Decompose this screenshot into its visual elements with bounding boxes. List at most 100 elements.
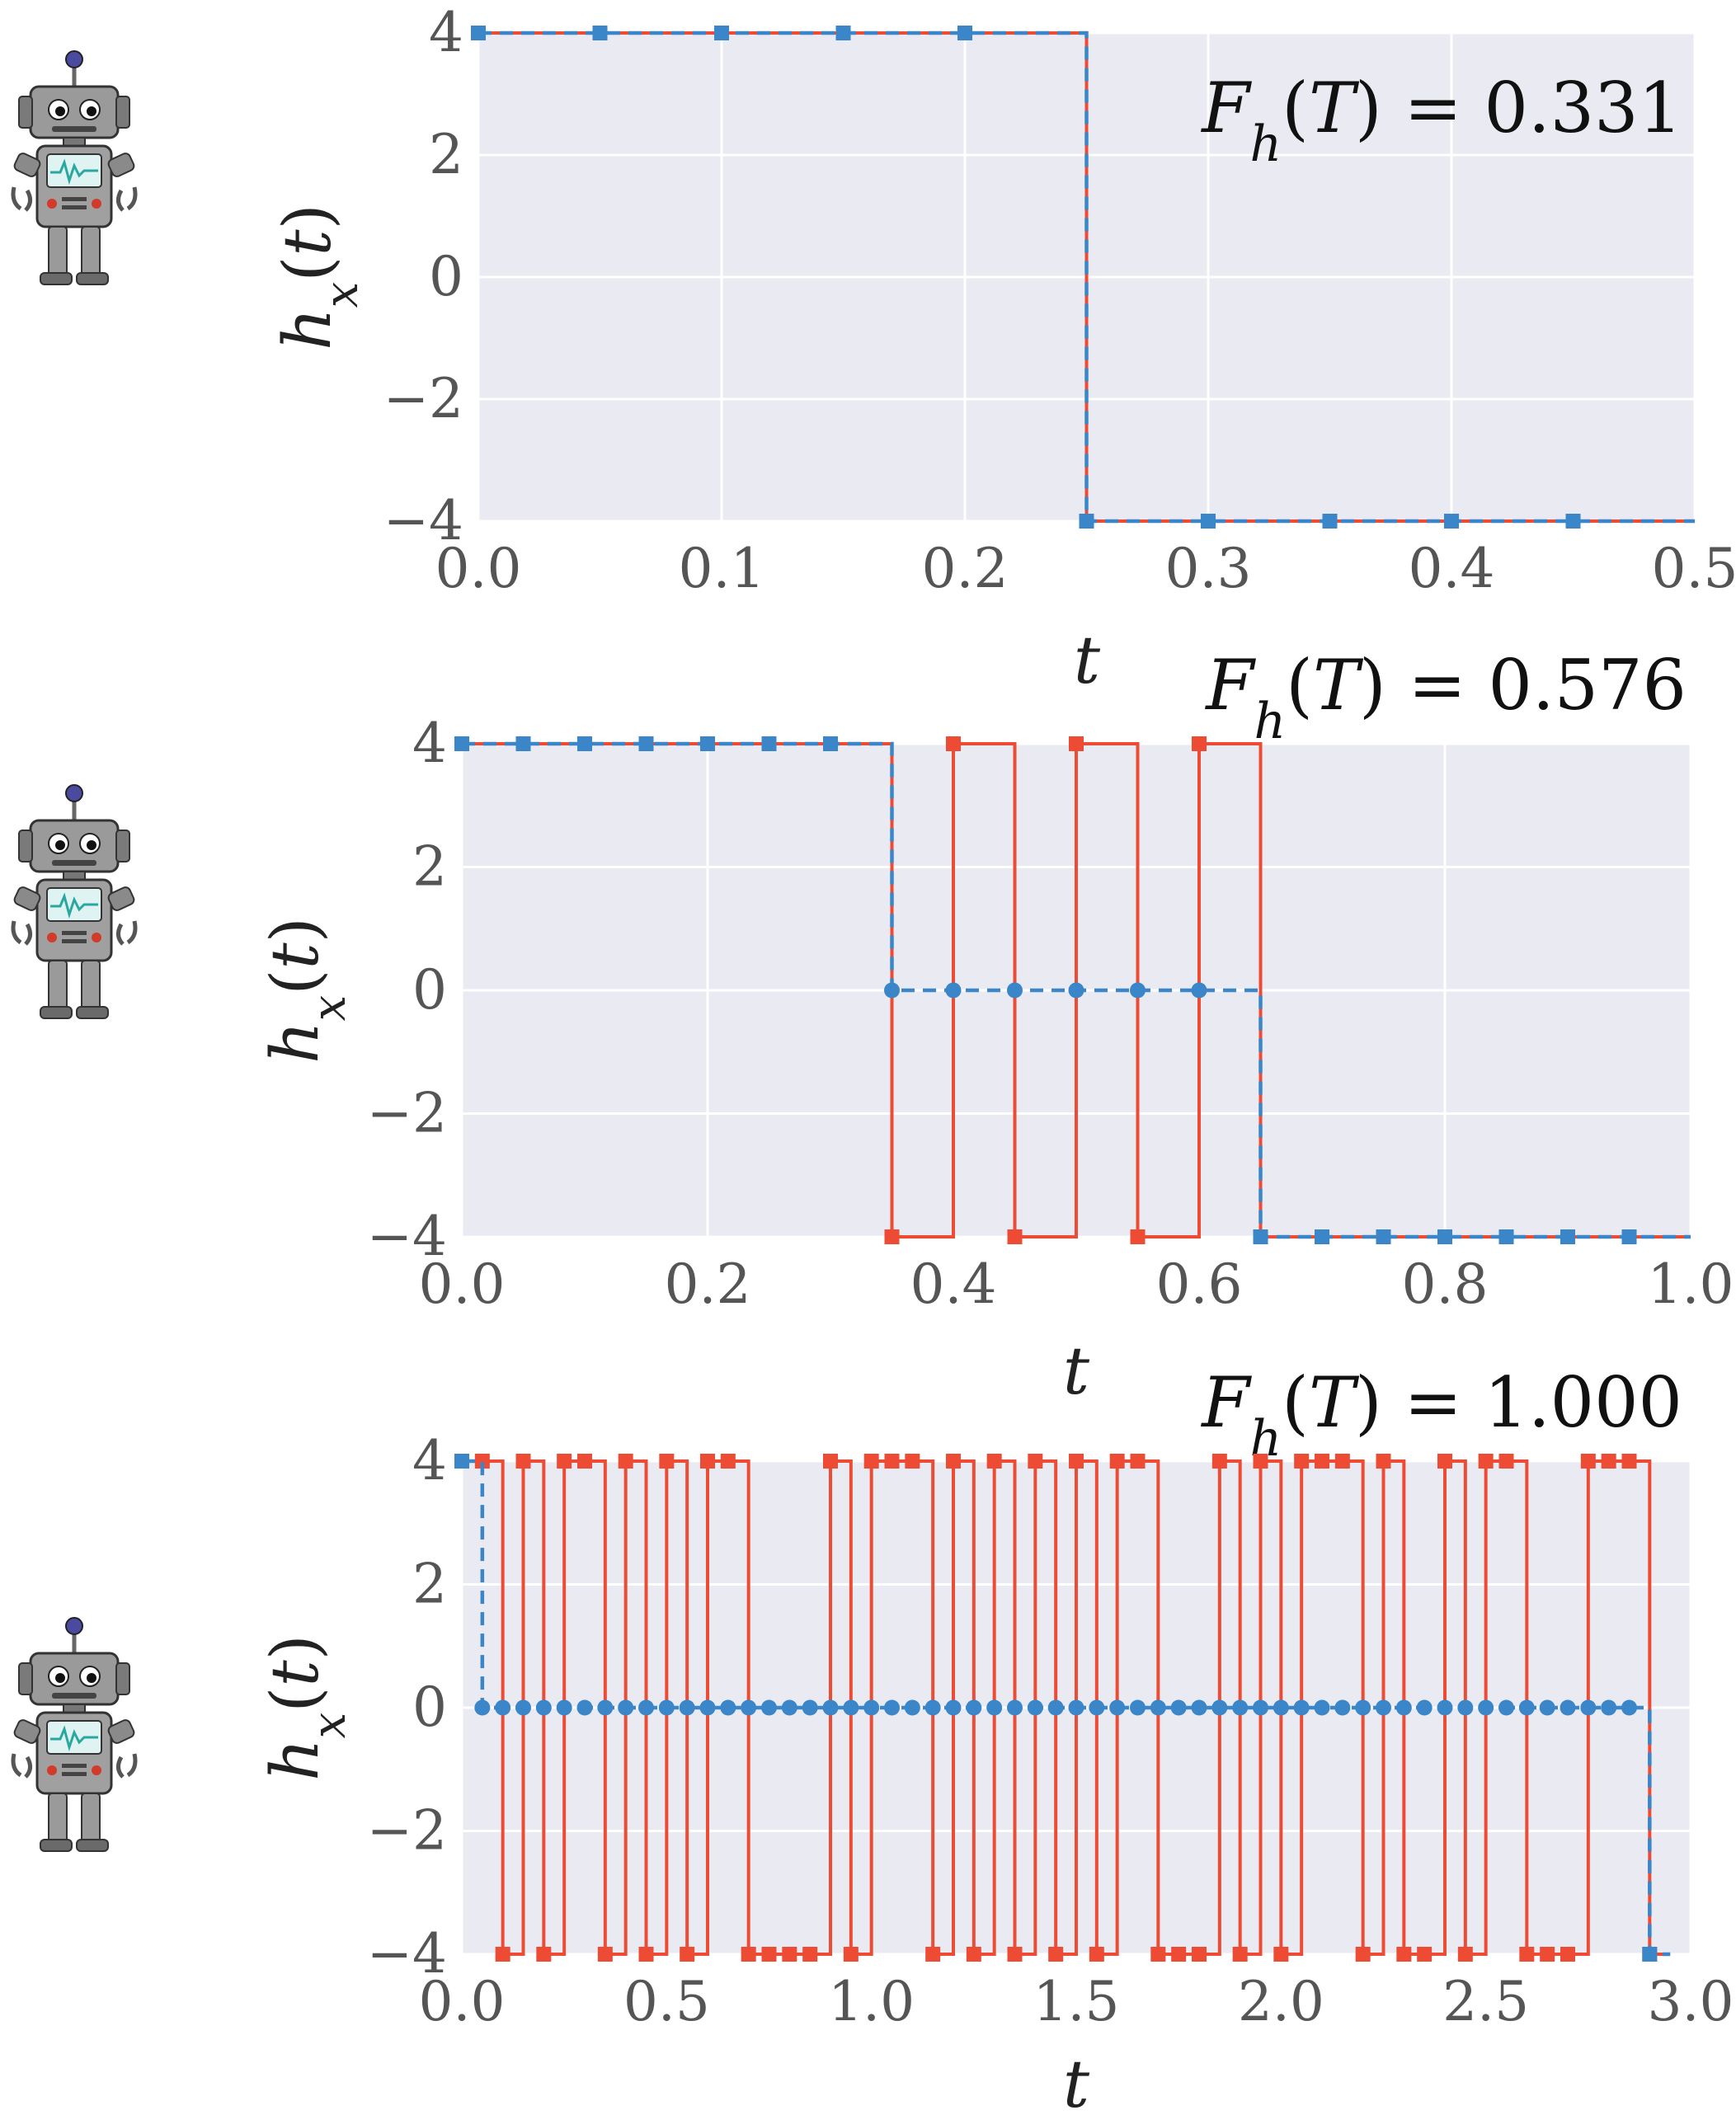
data-point: [946, 736, 961, 751]
x-tick-label: 0.5: [623, 1970, 710, 2033]
data-point: [835, 26, 851, 40]
data-point: [966, 1947, 981, 1962]
y-tick-label: 0: [412, 1676, 447, 1739]
data-point: [1191, 1699, 1207, 1716]
x-tick-label: 0.6: [1156, 1253, 1243, 1316]
data-point: [556, 1699, 572, 1716]
red-series: [454, 1454, 1671, 1962]
data-point: [863, 1699, 880, 1716]
data-point: [576, 1699, 593, 1716]
data-point: [945, 1699, 962, 1716]
x-tick-label: 0.2: [922, 537, 1009, 600]
y-tick-label: −2: [367, 1082, 447, 1145]
data-point: [700, 736, 715, 751]
x-tick-label: 0.0: [419, 1253, 506, 1316]
data-point: [618, 1454, 633, 1469]
data-point: [1565, 514, 1581, 529]
x-tick-label: 1.0: [828, 1970, 915, 2033]
data-point: [1540, 1947, 1555, 1962]
data-point: [577, 1454, 592, 1469]
y-axis-label: hx(t): [256, 917, 356, 1064]
data-point: [474, 1454, 490, 1469]
y-axis-label: hx(t): [256, 1634, 356, 1781]
data-point: [1007, 1699, 1023, 1716]
data-point: [782, 1947, 797, 1962]
data-point: [1294, 1454, 1310, 1469]
x-tick-label: 0.0: [419, 1970, 506, 2033]
data-point: [577, 736, 592, 751]
data-point: [1048, 1947, 1064, 1962]
y-tick-label: −4: [367, 1922, 447, 1986]
data-point: [802, 1947, 818, 1962]
data-point: [1007, 982, 1023, 999]
data-point: [536, 1947, 552, 1962]
data-point: [679, 1699, 695, 1716]
data-point: [658, 1699, 675, 1716]
fidelity-annotation: Fh(T) = 0.331: [1200, 68, 1682, 173]
data-point: [1498, 1454, 1514, 1469]
data-point: [1334, 1699, 1351, 1716]
data-point: [1560, 1229, 1575, 1244]
data-point: [1109, 1454, 1125, 1469]
data-point: [1068, 1699, 1084, 1716]
data-point: [904, 1699, 920, 1716]
data-point: [1192, 736, 1207, 751]
data-point: [1334, 1454, 1350, 1469]
data-point: [843, 1947, 859, 1962]
x-tick-label: 0.1: [679, 537, 765, 600]
data-point: [720, 1699, 736, 1716]
data-point: [741, 1699, 757, 1716]
x-axis-label: t: [1074, 622, 1101, 698]
data-point: [1171, 1947, 1187, 1962]
data-point: [1253, 1454, 1268, 1469]
data-point: [1089, 1699, 1105, 1716]
x-tick-label: 1.5: [1033, 1970, 1120, 2033]
blue-series: [471, 26, 1695, 529]
data-point: [638, 1947, 654, 1962]
data-point: [1109, 1699, 1126, 1716]
data-point: [1315, 1229, 1329, 1244]
data-point: [1457, 1947, 1473, 1962]
data-point: [946, 1454, 961, 1469]
data-point: [957, 26, 972, 40]
data-point: [1253, 1229, 1268, 1244]
data-point: [1027, 1699, 1043, 1716]
data-point: [1416, 1699, 1433, 1716]
chart-panel-3: 0.0 0.5 1.0 1.5 2.0 2.5 3.0 4 2 0 −2 −4 t hx(t) Fh(T) …: [11, 1362, 1734, 2115]
data-point: [1539, 1699, 1555, 1716]
data-point: [1314, 1699, 1330, 1716]
data-point: [1498, 1699, 1514, 1716]
blue-series: [454, 1454, 1671, 1962]
data-point: [1580, 1699, 1597, 1716]
data-point: [822, 1699, 839, 1716]
fidelity-annotation: Fh(T) = 0.576: [1204, 645, 1687, 750]
data-point: [1478, 1699, 1494, 1716]
data-point: [761, 736, 777, 751]
data-point: [781, 1699, 797, 1716]
data-point: [515, 1699, 531, 1716]
data-point: [1130, 1229, 1146, 1244]
data-point: [1376, 1229, 1391, 1244]
data-point: [1376, 1454, 1391, 1469]
data-point: [1580, 1454, 1596, 1469]
data-point: [1079, 514, 1094, 529]
x-tick-label: 1.0: [1648, 1253, 1734, 1316]
data-point: [884, 1229, 900, 1244]
data-point: [1519, 1947, 1535, 1962]
data-point: [863, 1454, 879, 1469]
data-point: [1192, 1947, 1207, 1962]
x-tick-label: 0.0: [435, 537, 522, 600]
y-tick-label: 2: [412, 1553, 447, 1616]
data-point: [1007, 1229, 1023, 1244]
data-point: [1007, 1947, 1023, 1962]
data-point: [925, 1947, 941, 1962]
chart-panel-2: 0.0 0.2 0.4 0.6 0.8 1.0 4 2 0 −2 −4 t hx(t) Fh(T) = 0…: [11, 645, 1734, 1409]
data-point: [535, 1699, 552, 1716]
x-axis-label: t: [1063, 1332, 1090, 1409]
x-tick-label: 2.0: [1238, 1970, 1324, 2033]
data-point: [1211, 1454, 1227, 1469]
data-point: [515, 1454, 531, 1469]
data-point: [1376, 1699, 1391, 1716]
data-point: [1518, 1699, 1535, 1716]
